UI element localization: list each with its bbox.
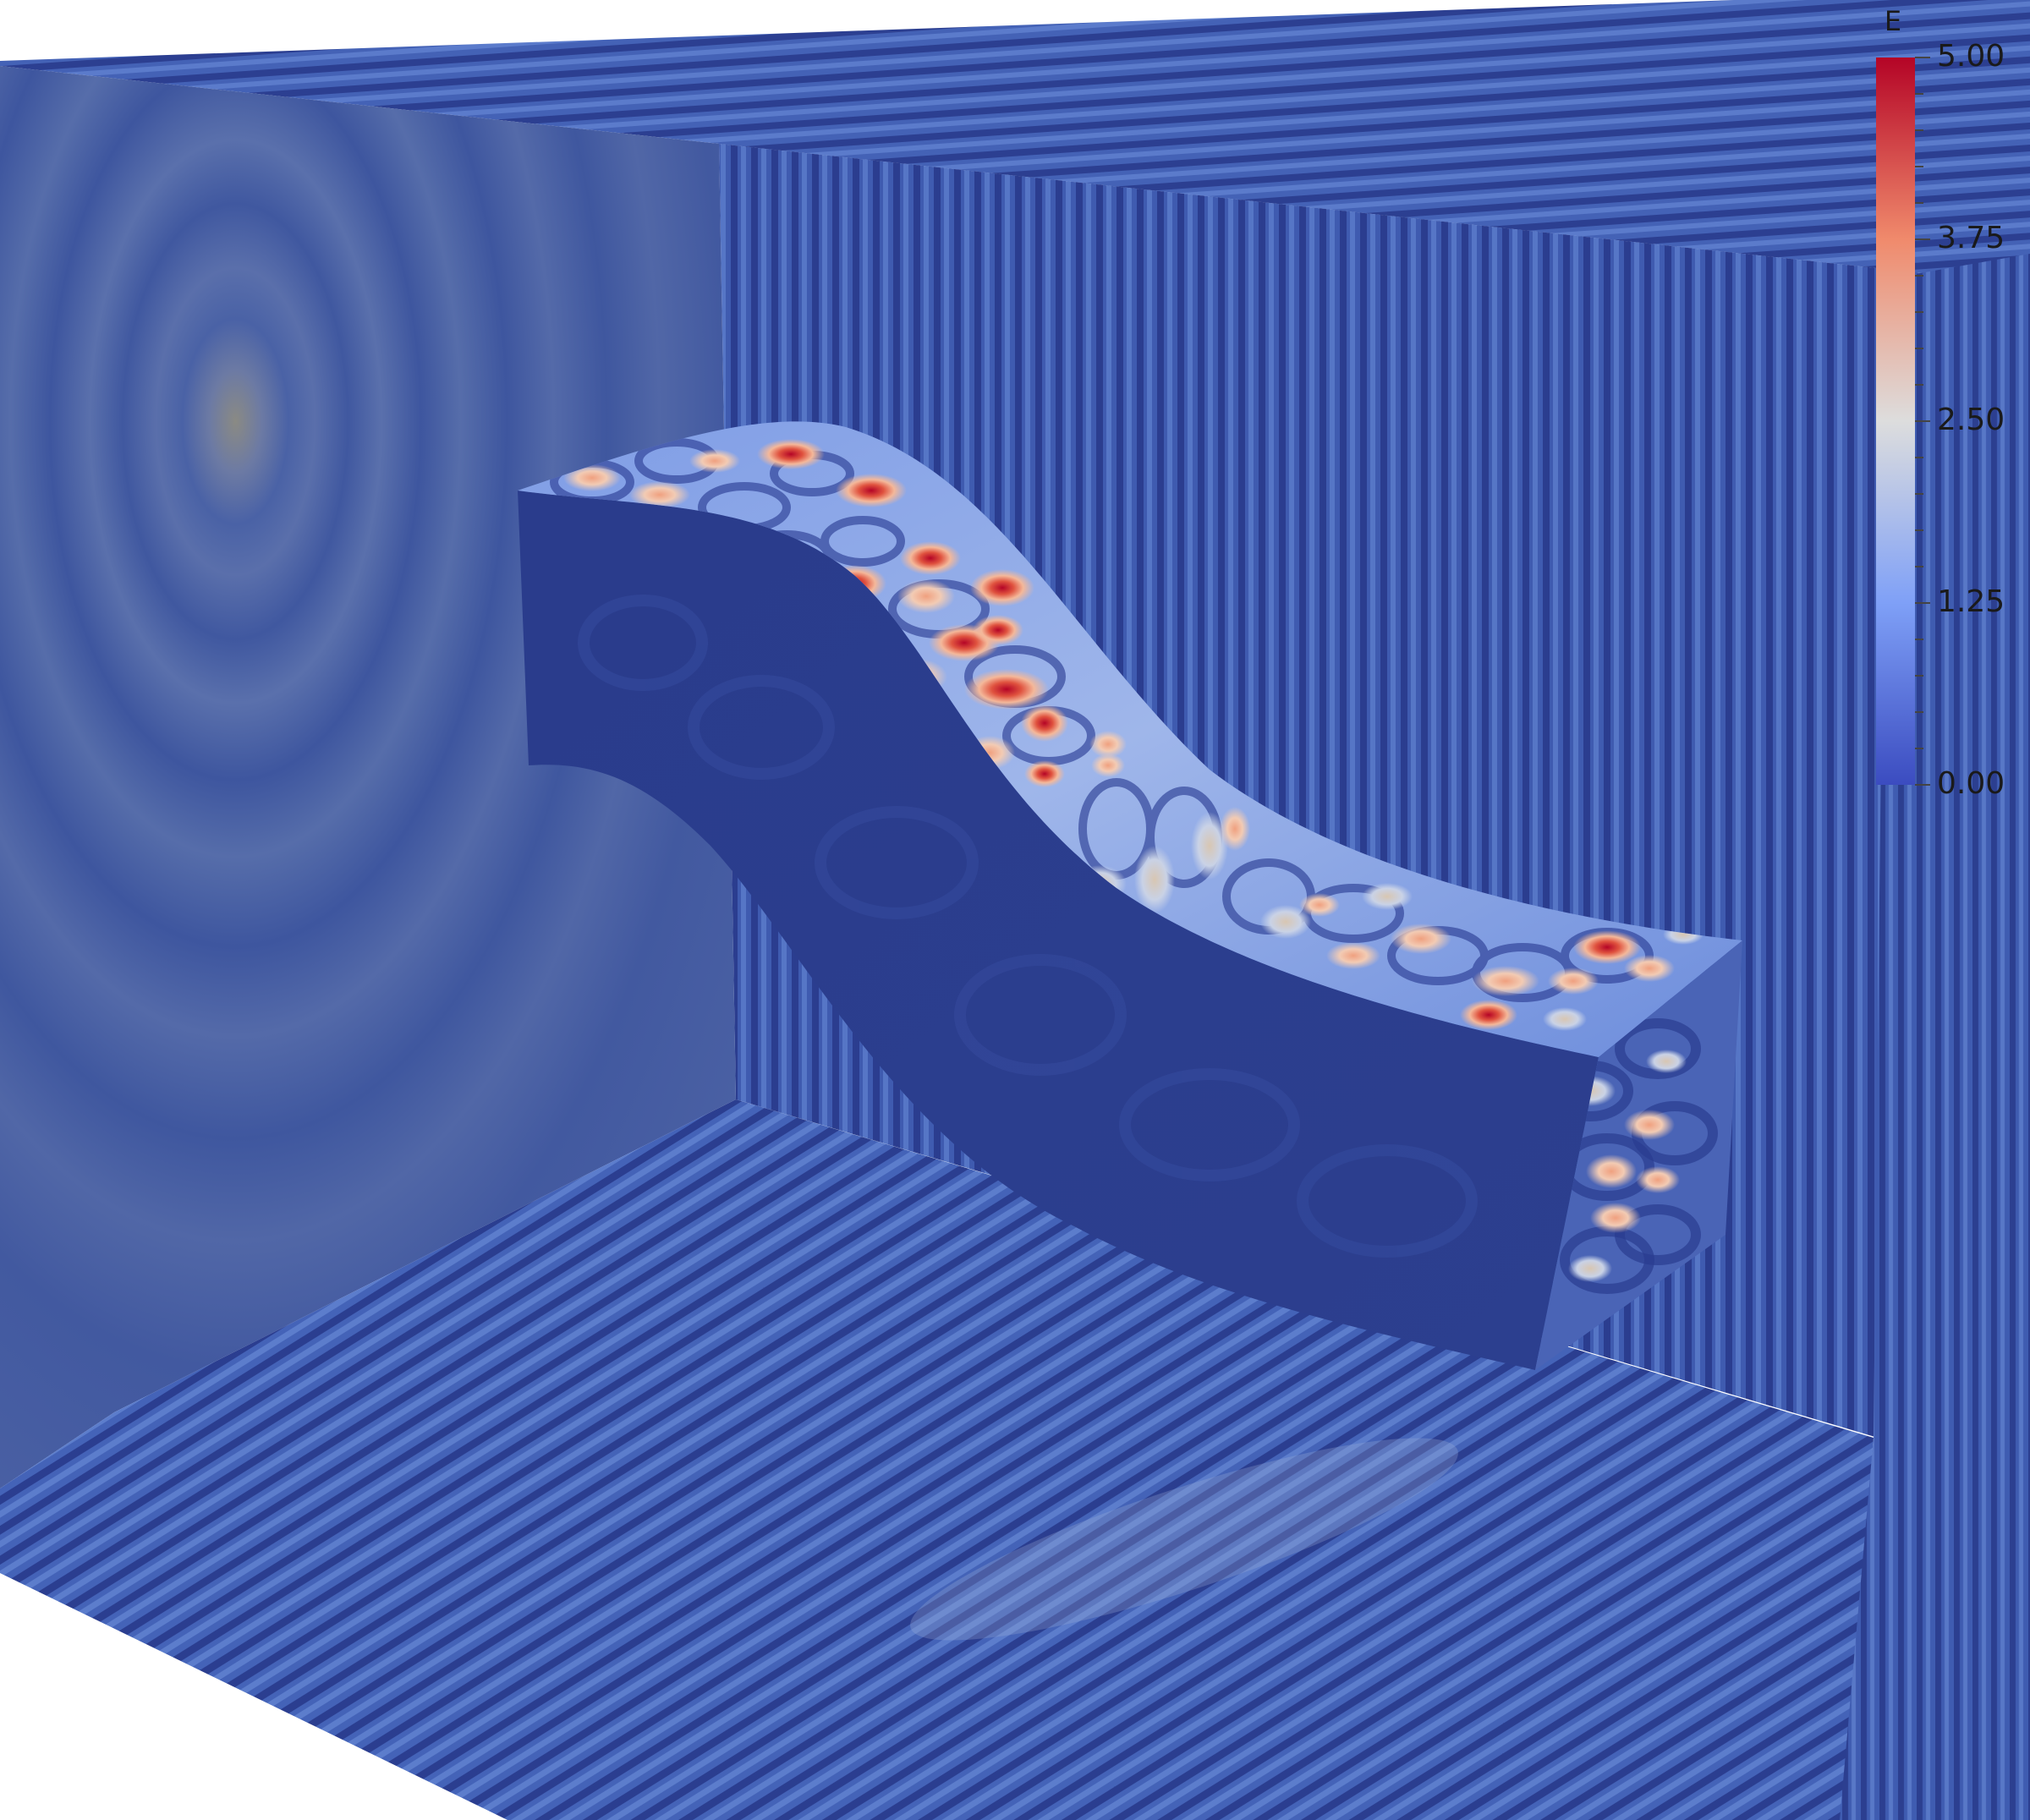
box-top-face-right	[719, 0, 2030, 279]
colorbar-label-max: 5.00	[1937, 39, 2005, 74]
slab-front-pattern	[578, 595, 1478, 1258]
floor-glow	[910, 1438, 1458, 1641]
colorbar-label-375: 3.75	[1937, 221, 2005, 255]
box-floor	[0, 1099, 1874, 1820]
box-left-wall	[0, 66, 736, 1488]
slab-top-face	[518, 421, 1742, 1057]
colorbar-ticks	[1915, 57, 1930, 786]
slab-front-face	[518, 491, 1599, 1370]
colorbar-label-250: 2.50	[1937, 403, 2005, 437]
colorbar-ramp	[1876, 58, 1915, 785]
colorbar-label-125: 1.25	[1937, 584, 2005, 619]
colorbar-label-min: 0.00	[1937, 766, 2005, 801]
colorbar: E 5.00 3.75 2.50 1.25 0.00	[1876, 5, 2005, 801]
colorbar-title: E	[1885, 5, 1901, 37]
